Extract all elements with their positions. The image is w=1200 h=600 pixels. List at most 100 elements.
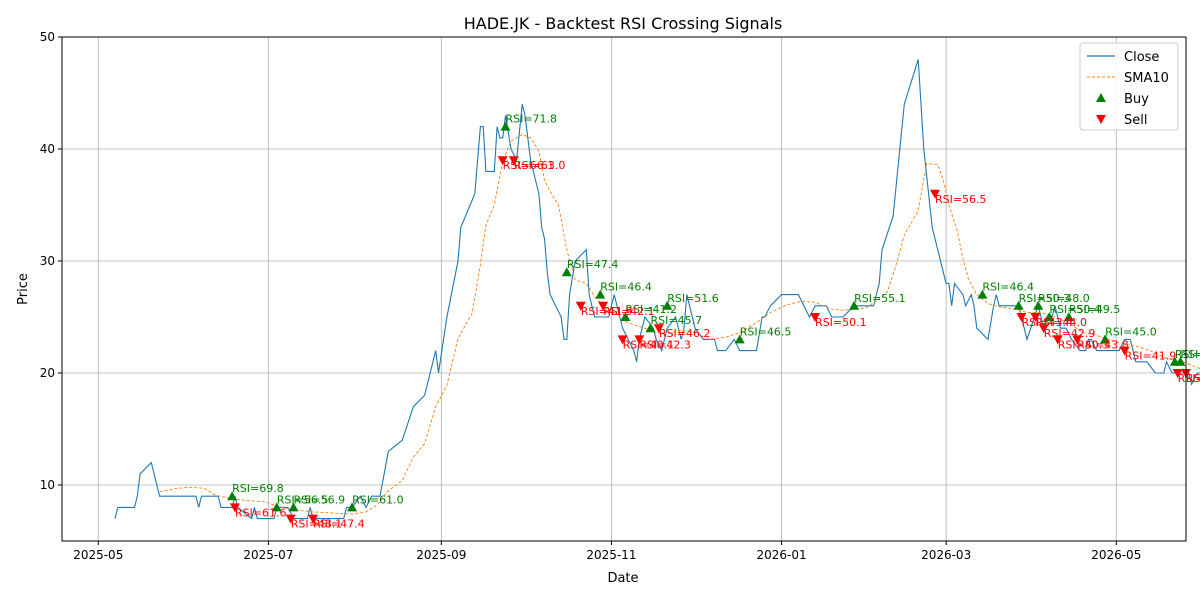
buy-marker	[561, 267, 572, 277]
buy-marker	[662, 300, 673, 310]
sell-marker	[617, 335, 628, 345]
sell-annotation: RSI=61.6	[235, 506, 287, 519]
y-tick-label: 30	[40, 254, 55, 268]
buy-marker	[347, 502, 358, 512]
sell-annotation: RSI=40.0	[1186, 372, 1200, 385]
sell-marker	[1038, 324, 1049, 334]
x-tick-label: 2026-03	[921, 548, 971, 562]
y-tick-label: 40	[40, 142, 55, 156]
buy-annotation: RSI=49.5	[1069, 303, 1121, 316]
sell-annotation: RSI=40.3	[1058, 338, 1110, 351]
buy-annotation: RSI=48.8	[1180, 348, 1200, 361]
y-axis-label: Price	[16, 273, 31, 305]
sell-annotation: RSI=47.4	[313, 518, 365, 531]
sell-marker	[308, 514, 319, 524]
x-tick-label: 2025-07	[243, 548, 293, 562]
sell-annotation: RSI=40.1	[623, 338, 675, 351]
buy-marker	[1100, 334, 1111, 344]
legend-buy-marker	[1096, 93, 1106, 102]
sell-marker	[1119, 346, 1130, 356]
sell-marker	[810, 313, 821, 322]
buy-annotation: RSI=41.2	[625, 303, 677, 316]
sell-annotation: RSI=42.1	[1178, 372, 1200, 385]
sell-marker	[1172, 369, 1183, 378]
sell-marker	[598, 301, 609, 311]
sell-marker	[634, 335, 645, 345]
legend: Close SMA10 Buy Sell	[1079, 42, 1179, 131]
y-tick-label: 10	[40, 478, 55, 492]
buy-annotation: RSI=55.1	[854, 292, 906, 305]
buy-annotation: RSI=71.8	[505, 113, 557, 126]
sell-annotation: RSI=48.1	[291, 518, 343, 531]
buy-annotation: RSI=46.5	[740, 325, 792, 338]
buy-marker	[595, 289, 606, 299]
sell-annotation: RSI=44.0	[1035, 316, 1087, 329]
y-axis-ticks: 10 20 30 40 50	[40, 30, 62, 492]
buy-annotation: RSI=48.0	[1038, 292, 1090, 305]
buy-marker	[849, 300, 860, 310]
sell-annotation: RSI=41.9	[1125, 350, 1177, 363]
sma10-line	[159, 133, 1200, 515]
sell-marker	[285, 514, 296, 524]
sell-marker	[508, 156, 519, 166]
buy-marker	[288, 502, 299, 512]
sell-annotation: RSI=63.0	[514, 159, 566, 172]
legend-sell-marker	[1096, 115, 1106, 124]
y-tick-label: 50	[40, 30, 55, 44]
x-axis-ticks: 2025-05 2025-07 2025-09 2025-11 2026-01 2026-…	[73, 541, 1141, 562]
y-tick-label: 20	[40, 366, 55, 380]
sell-annotation: RSI=66.1	[503, 159, 555, 172]
sell-marker	[929, 189, 940, 199]
buy-marker	[734, 334, 745, 344]
sell-marker	[1052, 335, 1063, 345]
sell-marker	[575, 301, 586, 311]
sell-annotation: RSI=42.1	[603, 305, 655, 318]
sell-annotation: RSI=46.2	[659, 327, 711, 340]
buy-annotation: RSI=50.4	[1049, 303, 1101, 316]
buy-marker	[227, 491, 238, 501]
legend-sma10-label: SMA10	[1124, 71, 1169, 86]
buy-annotation: RSI=47.4	[567, 258, 619, 271]
x-axis-label: Date	[607, 571, 638, 586]
sell-annotation: RSI=50.1	[815, 316, 867, 329]
legend-buy-label: Buy	[1124, 92, 1149, 107]
buy-annotation: RSI=46.4	[600, 281, 652, 294]
buy-marker	[1044, 312, 1055, 321]
x-tick-label: 2025-11	[586, 548, 636, 562]
buy-annotation: RSI=50.3	[1019, 292, 1071, 305]
buy-marker	[977, 289, 988, 299]
sell-marker	[1030, 313, 1041, 322]
x-tick-label: 2026-05	[1091, 548, 1141, 562]
buy-marker	[1063, 312, 1074, 321]
sell-annotation: RSI=56.5	[935, 193, 987, 206]
buy-annotation: RSI=69.8	[232, 482, 284, 495]
buy-marker	[1175, 356, 1186, 366]
buy-annotation: RSI=56.9	[293, 493, 345, 506]
legend-sell-label: Sell	[1124, 113, 1147, 128]
buy-annotation: RSI=45.0	[1105, 325, 1157, 338]
buy-marker	[1033, 300, 1044, 310]
sell-marker	[229, 503, 240, 513]
sell-marker	[497, 156, 508, 166]
buy-annotation: RSI=46.4	[982, 281, 1034, 294]
legend-box	[1079, 42, 1179, 131]
chart-title: HADE.JK - Backtest RSI Crossing Signals	[464, 14, 783, 33]
sell-marker	[1072, 335, 1083, 345]
close-price-line	[114, 59, 1200, 520]
x-tick-label: 2025-09	[416, 548, 466, 562]
buy-marker	[271, 502, 282, 512]
buy-annotation: RSI=56.5	[277, 493, 329, 506]
buy-marker	[500, 121, 511, 131]
buy-annotation: RSI=46.7	[1175, 348, 1200, 361]
sell-marker	[653, 324, 664, 334]
buy-annotation: RSI=51.6	[667, 292, 719, 305]
sell-marker	[1016, 313, 1027, 322]
buy-marker	[1013, 300, 1024, 310]
x-tick-label: 2026-01	[757, 548, 807, 562]
buy-annotation: RSI=45.7	[650, 314, 702, 327]
legend-close-label: Close	[1124, 50, 1159, 65]
buy-marker	[620, 312, 631, 321]
x-tick-label: 2025-05	[73, 548, 123, 562]
